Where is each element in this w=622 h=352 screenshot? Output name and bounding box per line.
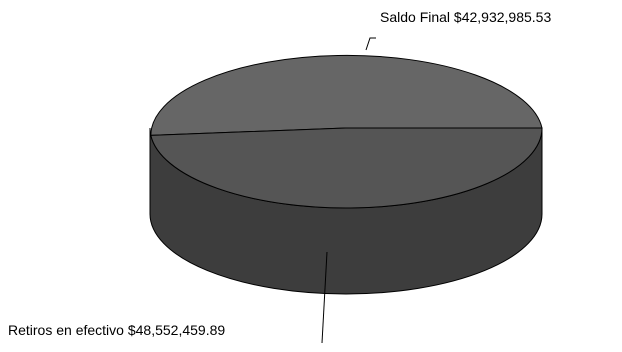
pie-slice-saldo-final [150,54,543,136]
slice-label-saldo-final: Saldo Final $42,932,985.53 [380,9,551,25]
pie-labels: Saldo Final $42,932,985.53 Retiros en ef… [8,9,551,338]
leader-line-saldo-final [365,37,376,51]
pie-slice-retiros-en-efectivo [150,127,543,209]
leader-line-retiros-en-efectivo [321,251,328,344]
slice-label-retiros-en-efectivo: Retiros en efectivo $48,552,459.89 [8,322,225,338]
pie-body [149,37,543,344]
